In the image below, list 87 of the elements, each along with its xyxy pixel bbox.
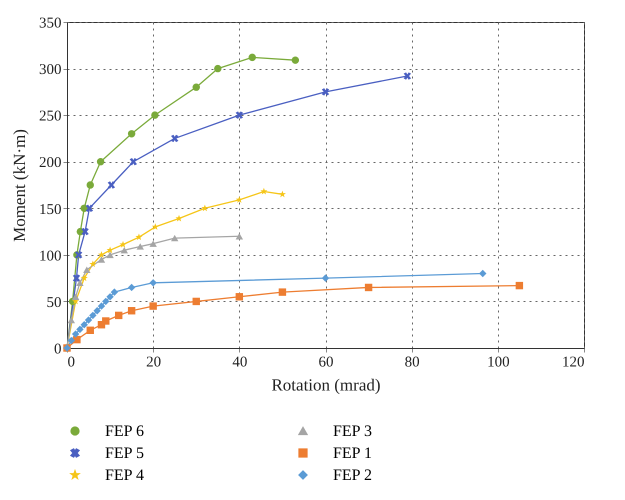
point — [120, 246, 128, 254]
point — [98, 256, 106, 263]
point — [151, 111, 159, 119]
point — [175, 214, 183, 222]
point — [192, 298, 200, 306]
legend-label: FEP 2 — [333, 467, 372, 484]
point — [214, 64, 222, 72]
point — [128, 130, 136, 138]
point — [248, 54, 256, 62]
point — [260, 188, 268, 195]
point — [292, 56, 300, 64]
point — [404, 72, 412, 80]
point — [86, 204, 94, 212]
legend-label: FEP 6 — [105, 423, 144, 440]
point — [236, 111, 244, 119]
point — [364, 284, 372, 292]
point — [114, 312, 122, 320]
y-tick-label: 350 — [39, 16, 62, 32]
point — [80, 274, 88, 282]
point — [201, 204, 208, 212]
point — [89, 260, 96, 268]
point — [98, 302, 106, 310]
point — [130, 158, 138, 166]
point — [108, 181, 116, 189]
y-tick-label: 100 — [39, 248, 62, 264]
point — [68, 316, 76, 324]
legend-label: FEP 5 — [105, 445, 144, 462]
point — [136, 243, 144, 250]
point — [81, 228, 89, 236]
point — [86, 181, 94, 189]
point — [322, 88, 330, 96]
legend-label: FEP 4 — [105, 467, 144, 484]
y-tick-label: 0 — [54, 342, 62, 358]
legend-label: FEP 3 — [333, 423, 372, 440]
y-tick-label: 50 — [46, 294, 62, 311]
x-axis-title: Rotation (mrad) — [271, 376, 381, 394]
point — [106, 252, 114, 258]
point — [93, 307, 101, 314]
point — [72, 274, 80, 282]
point — [149, 302, 157, 310]
point — [128, 284, 136, 292]
point — [149, 240, 157, 247]
x-tick-label: 40 — [232, 354, 248, 370]
point — [149, 279, 157, 287]
point — [171, 234, 178, 242]
point — [278, 288, 286, 296]
point — [89, 312, 97, 320]
point — [192, 84, 200, 91]
point — [278, 190, 286, 198]
point — [96, 158, 104, 166]
point — [119, 240, 127, 248]
point — [80, 321, 88, 328]
x-tick-label: 100 — [487, 354, 510, 370]
point — [171, 134, 178, 142]
point — [236, 293, 244, 300]
y-tick-label: 200 — [39, 155, 62, 172]
point — [236, 196, 243, 203]
point — [106, 293, 114, 300]
y-tick-label: 150 — [39, 202, 62, 218]
point — [236, 233, 244, 240]
x-tick-label: 20 — [146, 354, 162, 370]
point — [516, 282, 524, 290]
point — [110, 288, 118, 296]
y-tick-label: 250 — [39, 108, 62, 125]
point — [102, 317, 110, 325]
x-tick-label: 120 — [562, 354, 584, 370]
point — [76, 280, 84, 286]
point — [152, 223, 159, 230]
point — [84, 316, 92, 324]
point — [98, 251, 105, 258]
point — [128, 307, 136, 314]
point — [135, 233, 142, 240]
point — [322, 274, 330, 282]
point — [72, 294, 80, 300]
point — [72, 330, 80, 338]
y-tick-label: 300 — [39, 62, 62, 78]
x-tick-label: 60 — [318, 354, 334, 370]
point — [86, 326, 94, 334]
y-axis-title: Moment (kN·m) — [10, 129, 29, 242]
legend-label: FEP 1 — [333, 445, 372, 462]
point — [83, 266, 91, 273]
point — [68, 336, 76, 344]
point — [106, 246, 114, 254]
point — [102, 298, 110, 306]
x-tick-label: 0 — [68, 354, 75, 370]
x-tick-label: 80 — [404, 354, 420, 370]
point — [76, 326, 84, 334]
